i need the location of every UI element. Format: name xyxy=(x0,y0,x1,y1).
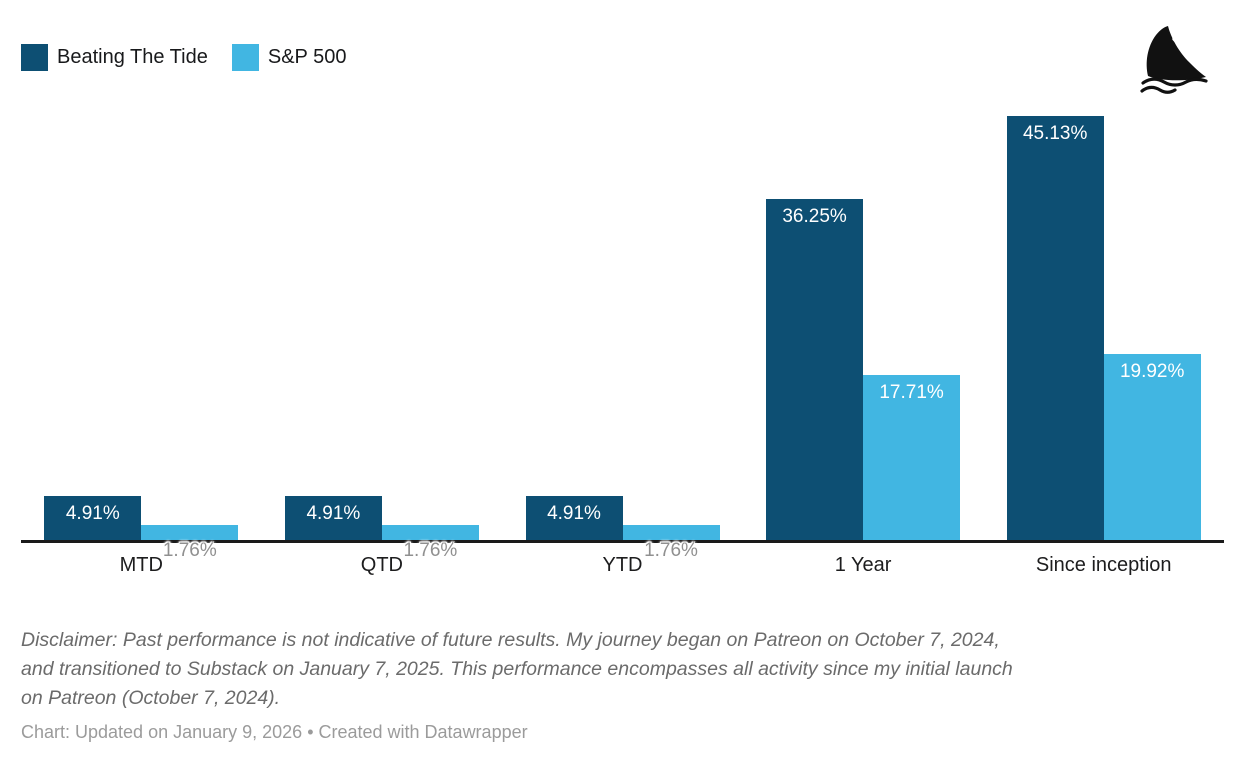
bar-beating-the-tide-since-inception xyxy=(1006,115,1104,542)
disclaimer-line: Disclaimer: Past performance is not indi… xyxy=(21,629,1000,651)
shark-fin-icon xyxy=(1140,26,1208,94)
bar-s-p-500-qtd xyxy=(381,525,479,542)
bar-value-label: 4.91% xyxy=(306,502,361,524)
bar-beating-the-tide-qtd xyxy=(284,495,382,542)
legend-label: S&P 500 xyxy=(267,46,347,68)
bar-s-p-500-mtd xyxy=(141,525,239,542)
bar-beating-the-tide-1-year xyxy=(766,199,864,542)
category-label-qtd: QTD xyxy=(360,554,403,576)
bar-beating-the-tide-mtd xyxy=(44,495,142,542)
disclaimer-line: and transitioned to Substack on January … xyxy=(21,658,1013,680)
category-label-1-year: 1 Year xyxy=(834,554,892,576)
x-axis-line xyxy=(21,540,1224,543)
legend-swatch-light-blue xyxy=(231,44,259,71)
bar-value-label: 36.25% xyxy=(782,206,847,228)
bar-s-p-500-ytd xyxy=(622,525,720,542)
disclaimer-text: Disclaimer: Past performance is not indi… xyxy=(21,626,1231,713)
bar-value-label: 45.13% xyxy=(1022,122,1088,144)
chart-attribution: Chart: Updated on January 9, 2026 • Crea… xyxy=(21,722,528,742)
bar-value-label: 4.91% xyxy=(547,502,601,524)
legend-item-sp500: S&P 500 xyxy=(231,44,347,71)
bar-chart-plot: 4.91% 1.76% MTD 4.91% 1.76% QTD 4.91% 1.76% YTD 3… xyxy=(44,115,1201,576)
bar-value-label: 1.76% xyxy=(403,540,458,561)
bar-value-label: 1.76% xyxy=(644,540,698,561)
bar-s-p-500-since-inception xyxy=(1103,353,1201,542)
legend-item-beating-the-tide: Beating The Tide xyxy=(21,44,208,71)
legend-swatch-dark-blue xyxy=(21,44,48,71)
bar-beating-the-tide-ytd xyxy=(525,495,623,542)
category-label-since-inception: Since inception xyxy=(1035,554,1172,576)
bar-value-label: 17.71% xyxy=(879,381,944,403)
bar-value-label: 4.91% xyxy=(65,502,120,524)
category-label-ytd: YTD xyxy=(602,554,643,576)
disclaimer-line: on Patreon (October 7, 2024). xyxy=(21,687,281,709)
legend: Beating The Tide S&P 500 xyxy=(21,44,346,71)
bar-value-label: 19.92% xyxy=(1119,360,1185,382)
bar-s-p-500-1-year xyxy=(863,374,961,542)
bar-value-label: 1.76% xyxy=(162,540,217,561)
category-label-mtd: MTD xyxy=(119,554,163,576)
legend-label: Beating The Tide xyxy=(57,46,208,68)
